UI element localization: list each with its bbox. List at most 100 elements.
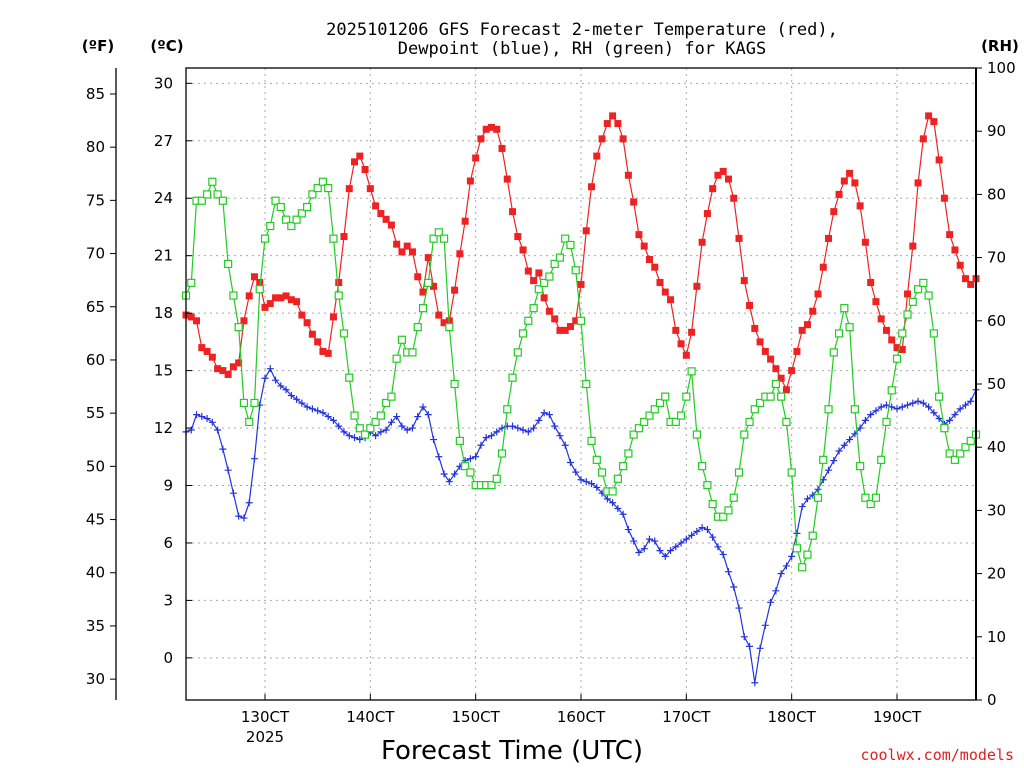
temperature-point <box>609 112 617 120</box>
credit-link[interactable]: coolwx.com/models <box>860 746 1014 764</box>
f-tick-label: 30 <box>86 670 105 688</box>
c-tick-label: 3 <box>163 591 173 609</box>
dewpoint-point <box>877 403 885 411</box>
temperature-point <box>867 278 875 286</box>
rh-point <box>792 544 802 553</box>
temperature-point <box>904 290 912 298</box>
temperature-point <box>287 296 295 304</box>
temperature-point <box>540 294 548 302</box>
temperature-point <box>888 336 896 344</box>
temperature-point <box>224 370 232 378</box>
dewpoint-point <box>756 644 764 652</box>
temperature-point <box>472 154 480 162</box>
dewpoint-point <box>319 409 327 417</box>
rh-point <box>661 392 670 401</box>
rh-point <box>540 278 549 287</box>
rh-point <box>366 424 375 433</box>
rh-point <box>750 405 759 414</box>
dewpoint-point <box>530 424 538 432</box>
rh-point <box>850 405 859 414</box>
temperature-point <box>951 246 959 254</box>
rh-point <box>376 411 385 420</box>
dewpoint-point <box>245 499 253 507</box>
rh-point <box>587 436 596 445</box>
rh-tick-label: 80 <box>987 185 1006 203</box>
dewpoint-point <box>861 416 869 424</box>
temperature-point <box>598 135 606 143</box>
temperature-point <box>535 269 543 277</box>
temperature-point <box>524 267 532 275</box>
dewpoint-point <box>777 570 785 578</box>
dewpoint-point <box>293 395 301 403</box>
rh-point <box>555 253 565 262</box>
temperature-point <box>324 349 332 357</box>
rh-point <box>950 455 960 464</box>
rh-point <box>892 354 902 363</box>
temperature-point <box>772 365 780 373</box>
dewpoint-point <box>919 399 927 407</box>
c-tick-label: 9 <box>163 477 173 495</box>
temperature-point <box>656 278 664 286</box>
temperature-point <box>835 190 843 198</box>
temperature-point <box>577 280 585 288</box>
rh-point <box>634 424 644 433</box>
rh-point <box>619 462 628 471</box>
rh-point <box>650 405 659 414</box>
rh-point <box>687 367 696 376</box>
dewpoint-point <box>951 411 959 419</box>
temperature-point <box>898 346 906 354</box>
rh-point <box>208 177 217 186</box>
temperature-point <box>793 347 801 355</box>
temperature-point <box>566 323 574 331</box>
rh-point <box>887 386 896 395</box>
dewpoint-point <box>751 679 759 687</box>
rh-point <box>529 304 538 313</box>
dewpoint-point <box>414 413 422 421</box>
rh-point <box>576 316 586 325</box>
rh-point <box>218 196 227 205</box>
temperature-point <box>746 301 754 309</box>
temperature-point <box>208 353 216 361</box>
rh-point <box>745 417 754 427</box>
temperature-point <box>466 177 474 185</box>
temperature-point <box>461 217 469 225</box>
dewpoint-point <box>266 365 274 373</box>
temperature-point <box>261 303 269 311</box>
dewpoint-point <box>356 436 364 444</box>
temperature-point <box>798 326 806 334</box>
c-tick-label: 15 <box>154 362 173 380</box>
dewpoint-point <box>672 543 680 551</box>
dewpoint-point <box>688 531 696 539</box>
temperature-point <box>424 254 432 262</box>
f-tick-label: 40 <box>86 564 105 582</box>
chart-title-line2: Dewpoint (blue), RH (green) for KAGS <box>398 39 766 59</box>
rh-point <box>755 398 765 408</box>
dewpoint-point <box>472 453 480 461</box>
dewpoint-point <box>609 499 617 507</box>
dewpoint-point <box>261 374 269 382</box>
rh-point <box>703 481 712 490</box>
temperature-point <box>714 171 722 179</box>
dewpoint-point <box>403 426 411 434</box>
rh-point <box>339 329 349 338</box>
axes-ticks: 0 3 6 9 12 15 18 21 24 27 30 130CT 140CT 150CT 160CT 17… <box>86 59 1016 726</box>
rh-point <box>655 398 665 408</box>
rh-point <box>434 228 443 237</box>
dewpoint-point <box>925 403 933 411</box>
rh-point <box>334 291 343 300</box>
temperature-point <box>814 290 822 298</box>
c-tick-label: 27 <box>154 132 173 150</box>
rh-tick-label: 0 <box>987 691 997 709</box>
dewpoint-point <box>193 411 201 419</box>
rh-point <box>324 183 333 193</box>
f-tick-label: 80 <box>86 138 105 156</box>
rh-point <box>582 379 591 389</box>
dewpoint-point <box>377 428 385 436</box>
dewpoint-point <box>340 428 348 436</box>
dewpoint-point <box>588 480 596 488</box>
rh-point <box>645 411 654 420</box>
rh-point <box>487 481 496 490</box>
year-label: 2025 <box>246 728 284 746</box>
rh-point <box>276 202 285 212</box>
rh-point <box>798 563 807 572</box>
